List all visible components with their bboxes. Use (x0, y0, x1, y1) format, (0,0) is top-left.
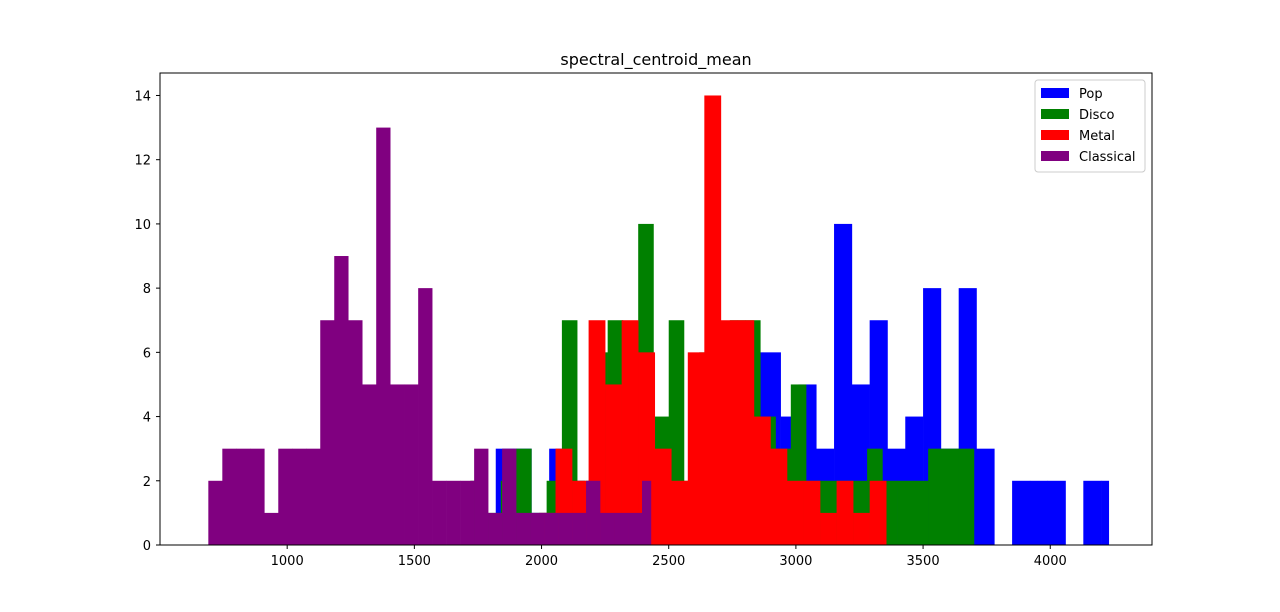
bar-classical (516, 512, 531, 545)
x-tick-label: 4000 (1034, 554, 1067, 569)
bar-classical (208, 480, 223, 545)
y-tick-label: 4 (143, 411, 151, 426)
legend: Pop Disco Metal Classical (1034, 79, 1146, 173)
legend-label-classical: Classical (1079, 150, 1136, 165)
axes-frame (159, 72, 1153, 546)
bar-classical (264, 512, 279, 545)
bar-pop (1083, 480, 1102, 545)
y-tick-label: 12 (134, 154, 151, 169)
x-tick-label: 2000 (525, 554, 558, 569)
y-tick-label: 8 (143, 282, 151, 297)
bar-classical (474, 448, 489, 545)
bar-metal (671, 480, 689, 545)
bar-pop (1012, 480, 1031, 545)
bar-metal (786, 480, 804, 545)
x-tick-label: 2500 (652, 554, 685, 569)
bar-classical (586, 480, 601, 545)
bar-classical (460, 480, 475, 545)
bar-classical (530, 512, 545, 545)
bar-metal (869, 480, 887, 545)
bar-metal (753, 416, 771, 545)
bar-metal (803, 480, 821, 545)
series-classical (208, 127, 652, 546)
bar-metal (820, 512, 837, 545)
bar-metal (737, 320, 755, 545)
bar-classical (418, 288, 433, 545)
bar-classical (222, 448, 237, 545)
chart-title: spectral_centroid_mean (560, 50, 751, 70)
series-metal (538, 95, 887, 545)
bar-classical (404, 384, 419, 545)
bar-classical (250, 448, 265, 545)
bar-classical (558, 512, 573, 545)
legend-swatch-metal (1041, 130, 1069, 140)
bar-metal (853, 512, 870, 545)
bar-metal (621, 320, 639, 545)
y-tick-label: 0 (143, 539, 151, 554)
bar-classical (334, 256, 349, 545)
bar-metal (770, 448, 788, 545)
bar-classical (642, 480, 652, 545)
y-tick-label: 6 (143, 346, 151, 361)
bar-classical (628, 512, 643, 545)
bar-pop (976, 448, 995, 545)
bar-metal (836, 480, 854, 545)
legend-swatch-disco (1041, 109, 1069, 119)
bar-classical (390, 384, 405, 545)
bar-pop (1101, 480, 1110, 545)
bar-classical (278, 448, 293, 545)
y-axis: 0 2 4 6 8 10 12 14 (134, 89, 160, 554)
bar-classical (348, 320, 363, 545)
bar-metal (654, 448, 672, 545)
legend-label-pop: Pop (1079, 87, 1103, 102)
bar-disco (897, 480, 914, 545)
bar-disco (928, 448, 944, 545)
bar-disco (912, 480, 929, 545)
legend-swatch-pop (1041, 88, 1069, 98)
y-tick-label: 10 (134, 218, 151, 233)
legend-box (1034, 79, 1146, 173)
bar-classical (236, 448, 251, 545)
legend-label-disco: Disco (1079, 108, 1115, 123)
x-axis: 1000 1500 2000 2500 3000 3500 4000 (271, 545, 1067, 569)
bar-classical (502, 448, 517, 545)
bar-classical (376, 127, 391, 546)
x-tick-label: 3000 (779, 554, 812, 569)
bar-classical (572, 512, 587, 545)
bar-pop (834, 223, 853, 545)
bar-classical (362, 384, 377, 545)
y-tick-label: 14 (134, 89, 151, 104)
bar-metal (687, 352, 705, 545)
bar-classical (600, 512, 615, 545)
bar-classical (614, 512, 629, 545)
bar-classical (292, 448, 307, 545)
x-tick-label: 1000 (271, 554, 304, 569)
bar-metal (704, 95, 722, 545)
bar-classical (432, 480, 447, 545)
bar-classical (544, 512, 559, 545)
bar-pop (1029, 480, 1049, 545)
bar-classical (446, 480, 461, 545)
y-tick-label: 2 (143, 475, 151, 490)
x-tick-label: 3500 (907, 554, 940, 569)
bar-classical (306, 448, 321, 545)
x-tick-label: 1500 (398, 554, 431, 569)
bar-classical (320, 320, 335, 545)
legend-swatch-classical (1041, 151, 1069, 161)
bar-classical (488, 512, 503, 545)
plot-area (208, 95, 1110, 546)
bar-disco (943, 448, 959, 545)
bar-metal (605, 384, 622, 545)
bar-disco (958, 448, 975, 545)
bar-pop (1047, 480, 1066, 545)
bar-metal (720, 320, 738, 545)
legend-label-metal: Metal (1079, 129, 1115, 144)
